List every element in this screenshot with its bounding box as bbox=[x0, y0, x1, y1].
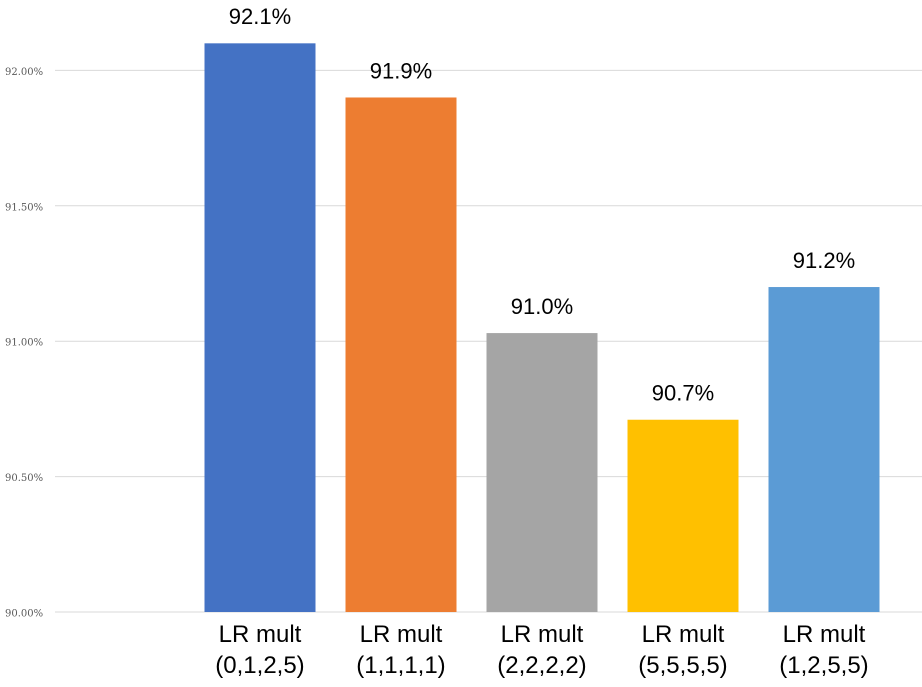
bar bbox=[768, 287, 880, 612]
x-tick-label: LR mult (2,2,2,2) bbox=[497, 621, 587, 679]
value-label: 90.7% bbox=[652, 381, 714, 406]
x-tick-label: LR mult (0,1,2,5) bbox=[215, 621, 305, 679]
y-tick-label: 91.00% bbox=[5, 338, 43, 349]
value-label: 91.0% bbox=[511, 294, 573, 319]
bar bbox=[486, 333, 598, 612]
bar bbox=[627, 419, 739, 612]
bar bbox=[345, 97, 457, 613]
x-tick-label: LR mult (1,2,5,5) bbox=[779, 621, 869, 679]
x-tick-label: LR mult (1,1,1,1) bbox=[356, 621, 446, 679]
y-tick-label: 90.50% bbox=[5, 473, 43, 484]
y-tick-label: 91.50% bbox=[5, 202, 43, 213]
y-tick-label: 90.00% bbox=[5, 609, 43, 620]
value-label: 91.9% bbox=[370, 58, 432, 83]
bar bbox=[204, 43, 316, 612]
value-label: 92.1% bbox=[229, 4, 291, 29]
value-label: 91.2% bbox=[793, 248, 855, 273]
y-tick-label: 92.00% bbox=[5, 67, 43, 78]
x-tick-label: LR mult (5,5,5,5) bbox=[638, 621, 728, 679]
